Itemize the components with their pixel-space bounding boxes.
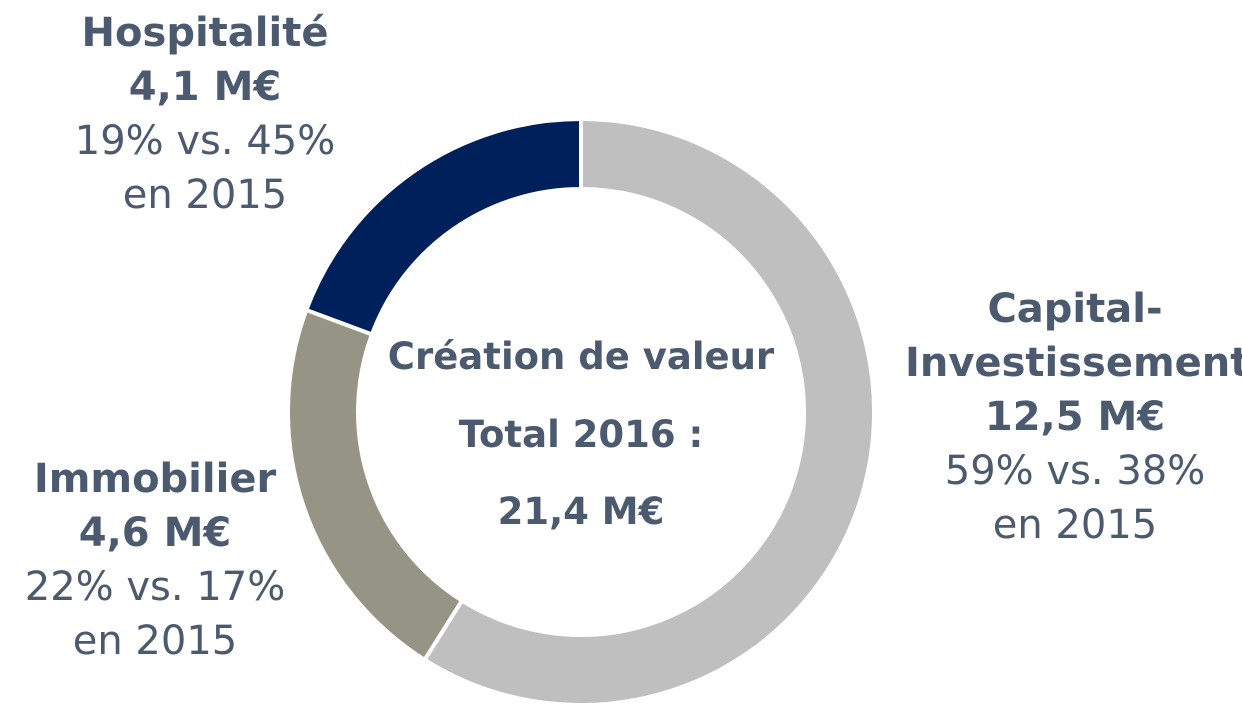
value-label: 12,5 M€ <box>984 394 1166 440</box>
category-label: Immobilier <box>33 456 277 502</box>
note: en 2015 <box>72 618 238 664</box>
note: en 2015 <box>992 502 1158 548</box>
segment-label: Capital-Investissement 12,5 M€ 59% vs. 38%… <box>905 282 1242 552</box>
category-label: Capital-Investissement <box>905 286 1242 386</box>
center-text: Création de valeur <box>387 335 775 378</box>
value-label: 4,6 M€ <box>78 510 232 556</box>
category-label: Hospitalité <box>81 10 329 56</box>
note: 19% vs. 45% <box>74 118 336 164</box>
donut-segment <box>421 116 876 704</box>
donut-segment <box>303 116 583 337</box>
segment-label: Immobilier 4,6 M€ 22% vs. 17% en 2015 <box>5 452 305 668</box>
segment-label: Hospitalité 4,1 M€ 19% vs. 45% en 2015 <box>55 6 355 222</box>
value-label: 4,1 M€ <box>128 64 282 110</box>
note: en 2015 <box>122 172 288 218</box>
note: 59% vs. 38% <box>944 448 1206 494</box>
center-text: 21,4 M€ <box>497 490 665 533</box>
note: 22% vs. 17% <box>24 564 286 610</box>
center-text: Total 2016 : <box>458 413 704 456</box>
